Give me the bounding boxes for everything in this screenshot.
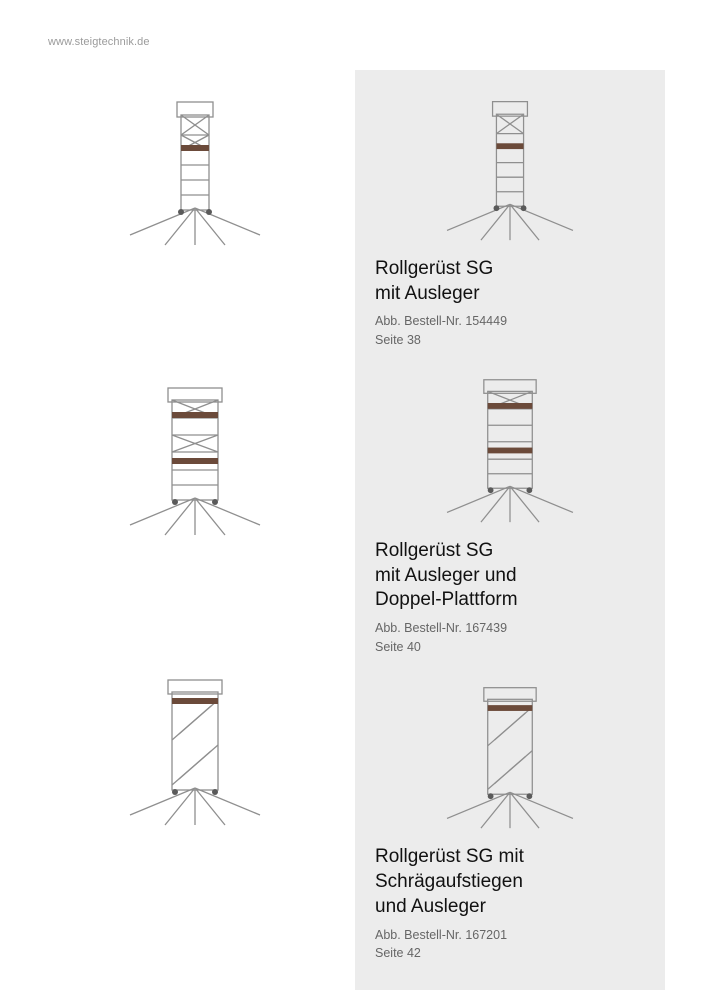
product-title: Rollgerüst SG mit Schrägaufstiegen und A… — [375, 845, 645, 919]
scaffold-wide-icon — [115, 380, 275, 540]
product-page-line: Seite 40 — [375, 638, 645, 657]
left-item-2 — [80, 380, 310, 540]
product-title: Rollgerüst SG mit Ausleger — [375, 257, 645, 306]
header-url: www.steigtechnik.de — [48, 36, 150, 48]
product-order-line: Abb. Bestell-Nr. 167439 — [375, 619, 645, 638]
right-panel: Rollgerüst SG mit Ausleger Abb. Bestell-… — [355, 70, 665, 990]
scaffold-stairs-icon — [115, 670, 275, 830]
left-item-3 — [80, 670, 310, 830]
page: www.steigtechnik.de — [0, 0, 707, 1000]
scaffold-wide-icon — [430, 372, 590, 527]
product-page-line: Seite 42 — [375, 944, 645, 963]
scaffold-stairs-icon — [430, 678, 590, 833]
scaffold-narrow-icon — [430, 90, 590, 245]
left-item-1 — [80, 90, 310, 250]
right-item-2: Rollgerüst SG mit Ausleger und Doppel-Pl… — [375, 372, 645, 657]
product-order-line: Abb. Bestell-Nr. 167201 — [375, 926, 645, 945]
product-page-line: Seite 38 — [375, 331, 645, 350]
product-title: Rollgerüst SG mit Ausleger und Doppel-Pl… — [375, 539, 645, 613]
scaffold-narrow-icon — [115, 90, 275, 250]
left-column — [80, 90, 310, 830]
right-item-3: Rollgerüst SG mit Schrägaufstiegen und A… — [375, 678, 645, 963]
right-item-1: Rollgerüst SG mit Ausleger Abb. Bestell-… — [375, 90, 645, 350]
product-order-line: Abb. Bestell-Nr. 154449 — [375, 312, 645, 331]
